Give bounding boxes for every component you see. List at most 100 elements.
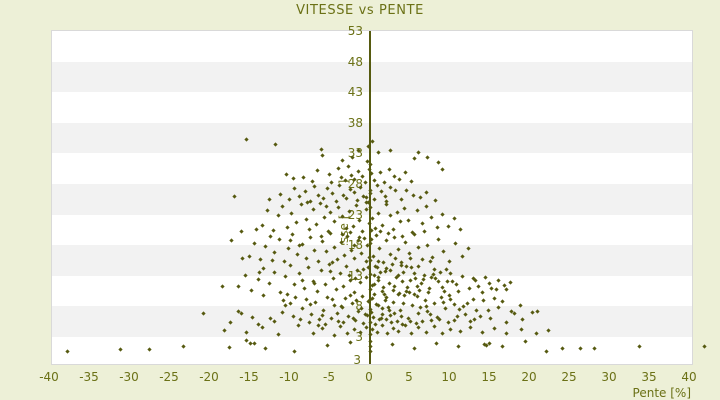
scatter-point xyxy=(442,289,447,294)
x-tick-label: 25 xyxy=(561,370,577,384)
scatter-point xyxy=(278,290,283,296)
scatter-point xyxy=(368,349,373,354)
scatter-point xyxy=(578,345,583,351)
scatter-point xyxy=(425,155,430,160)
scatter-point xyxy=(489,285,494,291)
scatter-point xyxy=(335,165,341,171)
scatter-point xyxy=(312,281,317,286)
scatter-point xyxy=(369,236,374,242)
scatter-point xyxy=(325,343,330,348)
scatter-point xyxy=(407,278,413,283)
scatter-point xyxy=(458,227,463,232)
scatter-point xyxy=(465,301,470,306)
scatter-point xyxy=(434,340,439,346)
scatter-point xyxy=(456,288,461,294)
scatter-point xyxy=(251,340,257,346)
scatter-point xyxy=(387,213,393,218)
scatter-point xyxy=(411,156,417,162)
scatter-point xyxy=(357,218,362,223)
scatter-point xyxy=(391,173,397,179)
scatter-point xyxy=(398,219,403,225)
y-axis-min-label: 3 xyxy=(353,353,361,367)
zero-axis-line xyxy=(369,31,371,364)
scatter-point xyxy=(406,217,411,223)
scatter-point xyxy=(267,281,272,286)
scatter-point xyxy=(219,284,225,289)
y-tick-label: 53 xyxy=(347,24,363,38)
y-tick-label: 38 xyxy=(347,115,363,130)
scatter-point xyxy=(391,227,396,233)
scatter-point xyxy=(380,222,385,228)
x-tick-label: -35 xyxy=(79,370,99,384)
scatter-point xyxy=(381,285,386,290)
scatter-point xyxy=(356,169,361,174)
scatter-point xyxy=(702,344,707,349)
scatter-point xyxy=(378,170,383,175)
scatter-point xyxy=(118,347,123,352)
scatter-point xyxy=(390,342,395,347)
scatter-point xyxy=(396,292,401,297)
scatter-point xyxy=(347,293,353,298)
scatter-point xyxy=(327,231,333,236)
scatter-point xyxy=(500,344,505,349)
scatter-point xyxy=(402,293,407,299)
scatter-point xyxy=(290,232,295,237)
x-tick-label: 5 xyxy=(405,370,413,384)
scatter-point xyxy=(302,286,307,291)
x-axis-tick-row: -40 -35 -30 -25 -20 -15 -10 -5 0 5 10 15 20 25 30 35 40 xyxy=(0,370,720,386)
scatter-point xyxy=(423,298,428,303)
scatter-point xyxy=(436,279,441,285)
scatter-point xyxy=(415,294,420,299)
scatter-point xyxy=(391,235,397,240)
scatter-point xyxy=(412,345,417,351)
scatter-point xyxy=(426,290,431,295)
scatter-point xyxy=(370,296,375,301)
scatter-point xyxy=(383,298,388,304)
scatter-point xyxy=(435,225,440,230)
scatter-point xyxy=(445,279,450,284)
x-tick-label: 15 xyxy=(481,370,497,384)
scatter-point xyxy=(427,258,433,264)
scatter-point xyxy=(346,164,351,169)
scatter-point xyxy=(299,277,305,283)
scatter-point xyxy=(358,280,363,285)
scatter-point xyxy=(351,290,357,295)
scatter-point xyxy=(315,289,320,294)
scatter-point xyxy=(413,276,418,281)
scatter-point xyxy=(491,296,497,301)
plot-area: Vitesse [km/h] 3 53484338332823181383 xyxy=(51,24,707,367)
scatter-point xyxy=(227,345,232,350)
scatter-point xyxy=(504,287,509,292)
scatter-point xyxy=(374,233,379,238)
scatter-point xyxy=(439,167,445,172)
scatter-point xyxy=(391,288,396,293)
scatter-point xyxy=(375,274,381,280)
scatter-point xyxy=(452,216,457,221)
scatter-point xyxy=(455,344,461,349)
scatter-point xyxy=(423,329,429,335)
scatter-point xyxy=(271,228,276,233)
x-tick-label: -10 xyxy=(279,370,299,384)
x-tick-label: 0 xyxy=(365,370,373,384)
scatter-point xyxy=(303,255,309,261)
scatter-point xyxy=(523,339,528,345)
grid-band xyxy=(52,122,692,154)
y-tick-label: 13 xyxy=(52,269,363,283)
scatter-point xyxy=(476,284,481,289)
scatter-point xyxy=(391,300,396,305)
scatter-point xyxy=(359,294,365,299)
scatter-point xyxy=(243,329,249,335)
scatter-point xyxy=(372,178,377,183)
scatter-point xyxy=(292,282,297,288)
scatter-point xyxy=(254,227,259,233)
scatter-point xyxy=(261,293,266,298)
scatter-point xyxy=(285,225,290,230)
y-tick-label: 3 xyxy=(355,330,363,344)
scatter-point xyxy=(387,167,392,173)
scatter-point xyxy=(249,288,254,293)
grid-band xyxy=(52,61,692,93)
scatter-point xyxy=(439,295,444,300)
scatter-point xyxy=(419,221,425,226)
scatter-point xyxy=(403,240,408,245)
scatter-point xyxy=(400,233,405,239)
